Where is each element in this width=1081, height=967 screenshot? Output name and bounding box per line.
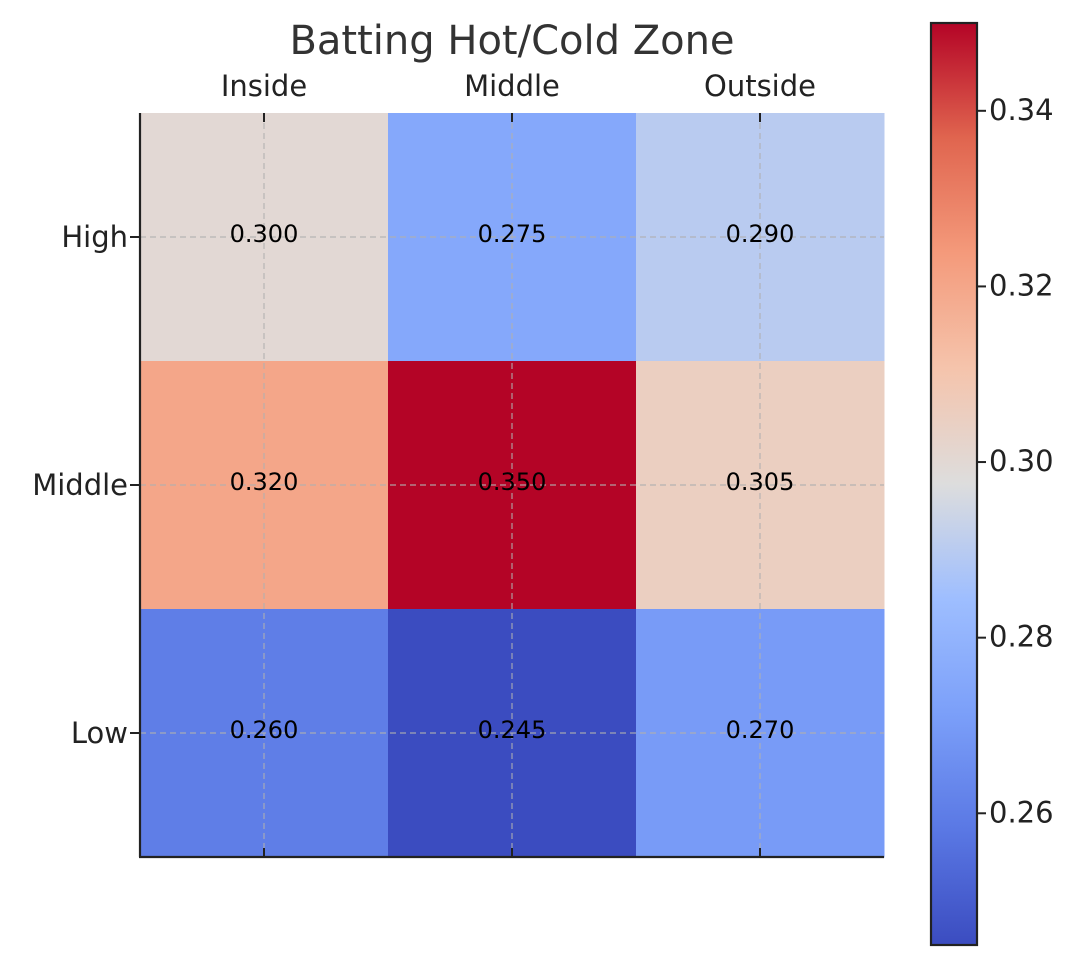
chart-title: Batting Hot/Cold Zone — [289, 18, 734, 64]
row-label: High — [61, 220, 128, 254]
cell-value-label: 0.305 — [726, 468, 795, 496]
colorbar-tick-label: 0.26 — [989, 795, 1054, 829]
colorbar-frame — [929, 21, 979, 947]
row-label: Middle — [32, 468, 128, 502]
cell-value-label: 0.245 — [478, 716, 547, 744]
column-label: Inside — [221, 69, 307, 103]
column-label: Outside — [704, 69, 816, 103]
colorbar-tick-label: 0.28 — [989, 620, 1054, 654]
row-label: Low — [71, 716, 128, 750]
cell-value-label: 0.290 — [726, 220, 795, 248]
cell-value-label: 0.260 — [230, 716, 299, 744]
cell-value-label: 0.320 — [230, 468, 299, 496]
colorbar: 0.26 0.28 0.30 0.32 0.34 — [929, 21, 1054, 947]
axes: Inside Middle Outside High Middle Low — [32, 69, 884, 859]
cell-value-label: 0.270 — [726, 716, 795, 744]
column-label: Middle — [464, 69, 560, 103]
gridlines — [140, 113, 884, 857]
cell-value-labels: 0.300 0.275 0.290 0.320 0.350 0.305 0.260 0.245… — [230, 220, 795, 744]
colorbar-tick-label: 0.32 — [989, 268, 1054, 302]
cell-value-label: 0.300 — [230, 220, 299, 248]
colorbar-tick-label: 0.34 — [989, 93, 1054, 127]
cell-value-label: 0.275 — [478, 220, 547, 248]
colorbar-gradient — [931, 23, 977, 945]
cell-value-label: 0.350 — [478, 468, 547, 496]
colorbar-tick-label: 0.30 — [989, 444, 1054, 478]
